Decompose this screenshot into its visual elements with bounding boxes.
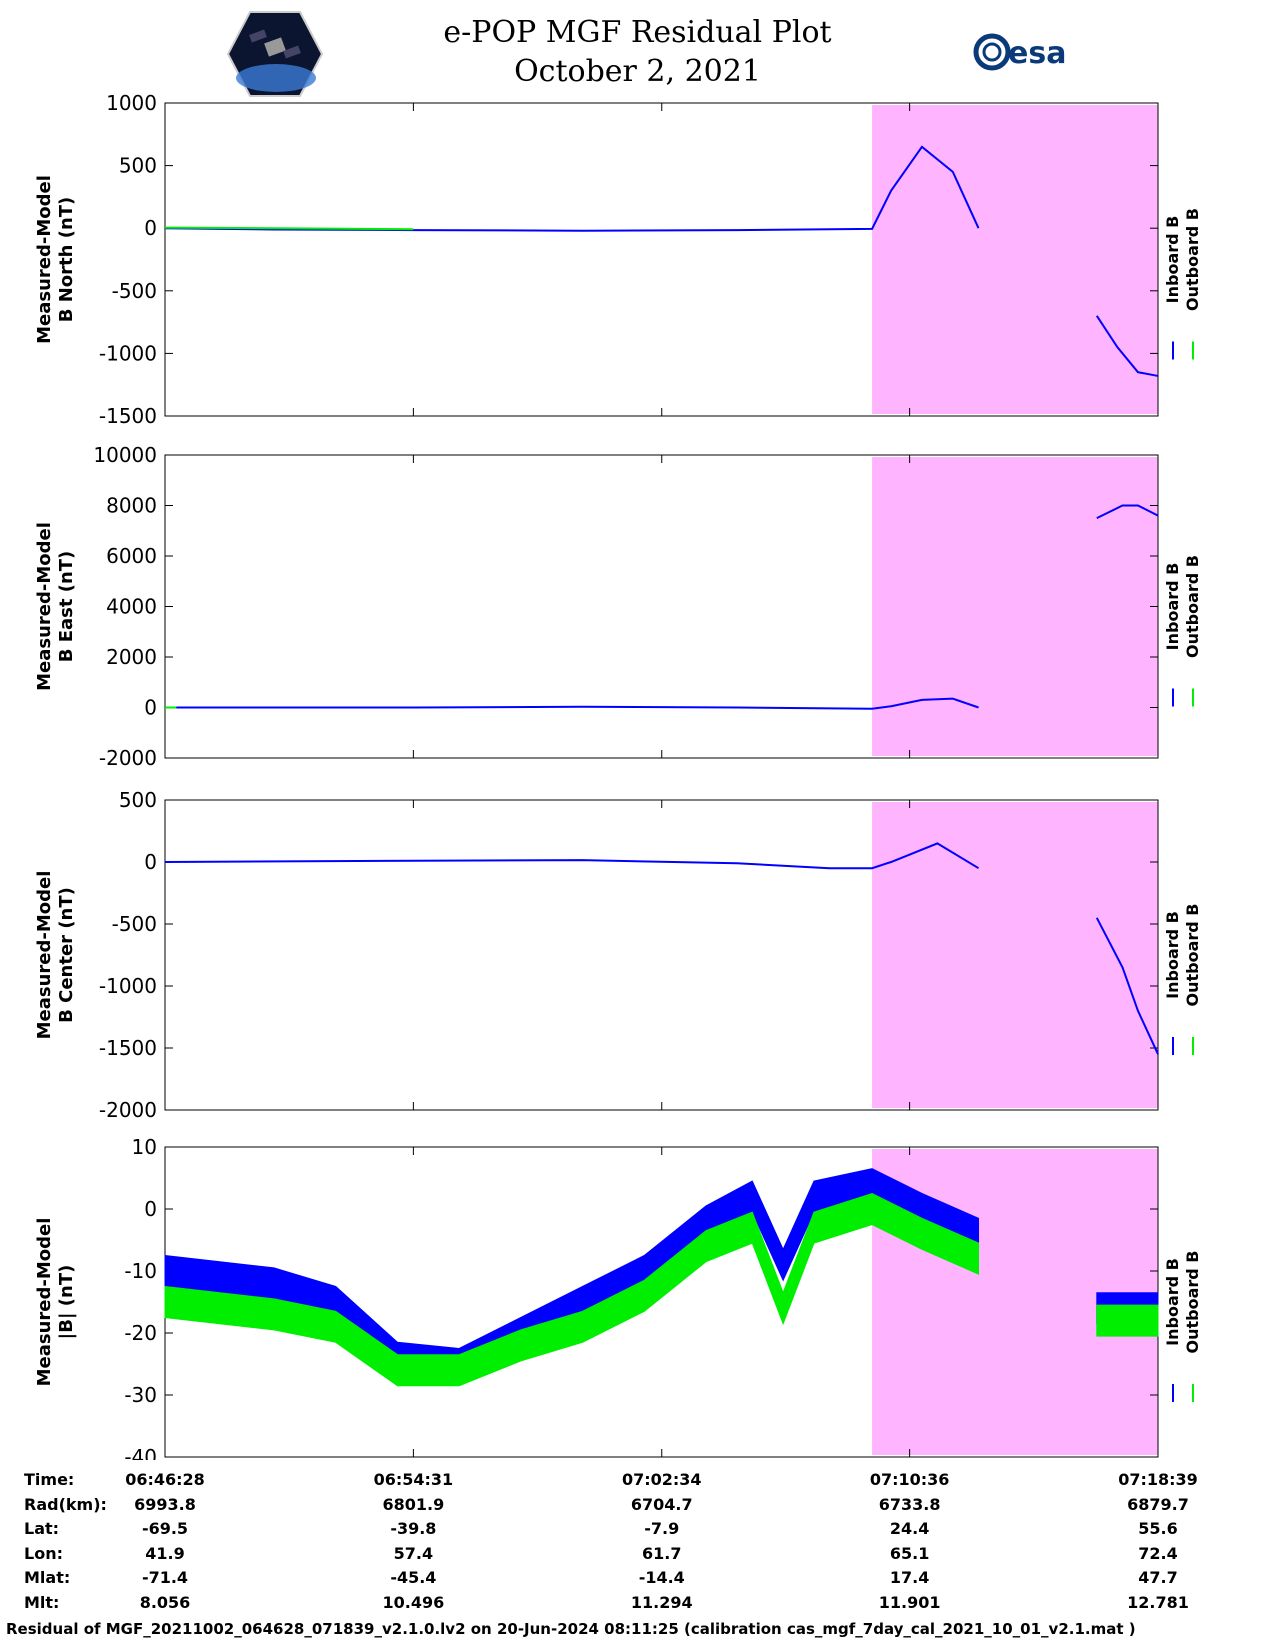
legend-inboard-label: Inboard B: [1163, 911, 1182, 999]
info-row-label: Lon:: [24, 1543, 63, 1563]
plot-title: e-POP MGF Residual Plot: [443, 15, 832, 50]
info-cell: 72.4: [1138, 1543, 1178, 1563]
info-cell: 8.056: [139, 1592, 191, 1612]
y-tick-label: -20: [124, 1321, 157, 1345]
legend-outboard-label: Outboard B: [1183, 904, 1202, 1007]
y-tick-label: -500: [112, 912, 157, 936]
y-axis-label: Measured-ModelB North (nT): [34, 175, 77, 344]
highlight-span: [872, 457, 1158, 756]
legend-inboard-label: Inboard B: [1163, 563, 1182, 651]
info-cell: 07:18:39: [1118, 1470, 1198, 1489]
esa-logo-text: esa: [1008, 36, 1066, 71]
info-cell: 57.4: [393, 1543, 434, 1563]
y-tick-label: 0: [144, 696, 157, 720]
y-tick-label: 2000: [106, 645, 157, 669]
y-tick-label: 0: [144, 850, 157, 874]
info-row-label: Time:: [24, 1470, 75, 1489]
y-tick-label: 1000: [106, 91, 157, 115]
highlight-span: [872, 105, 1158, 414]
y-tick-label: 6000: [106, 544, 157, 568]
footer-note: Residual of MGF_20211002_064628_071839_v…: [6, 1620, 1136, 1638]
legend-inboard-label: Inboard B: [1163, 216, 1182, 304]
y-tick-label: -1000: [99, 341, 157, 365]
info-row-label: Mlat:: [24, 1568, 71, 1587]
info-cell: 11.294: [630, 1592, 693, 1612]
series-line-inboard: [165, 697, 979, 710]
y-tick-label: 500: [119, 788, 157, 812]
cassiope-logo: [226, 11, 324, 97]
info-cell: -45.4: [390, 1568, 437, 1587]
legend-outboard-label: Outboard B: [1183, 1251, 1202, 1354]
info-cell: -14.4: [638, 1568, 685, 1587]
info-cell: 17.4: [889, 1568, 930, 1587]
info-cell: 65.1: [889, 1543, 930, 1563]
series-band-outboard: [1096, 1304, 1159, 1337]
series-line-outboard: [164, 226, 414, 231]
info-cell: -7.9: [644, 1519, 680, 1538]
series-line-inboard: [164, 145, 980, 232]
series-band-outboard: [164, 1192, 980, 1387]
y-axis-label: Measured-ModelB Center (nT): [34, 871, 77, 1040]
legend-outboard-label: Outboard B: [1183, 208, 1202, 311]
info-cell: 41.9: [145, 1543, 185, 1563]
esa-logo: esa: [973, 33, 1066, 71]
y-tick-label: 8000: [106, 494, 157, 518]
y-tick-label: -1500: [99, 1036, 157, 1060]
info-cell: 6879.7: [1127, 1494, 1189, 1514]
y-tick-label: -500: [112, 279, 157, 303]
info-cell: 6733.8: [878, 1494, 941, 1514]
y-tick-label: -40: [124, 1445, 157, 1460]
y-tick-label: -30: [124, 1383, 157, 1407]
y-tick-label: -2000: [99, 1098, 157, 1122]
info-cell: 61.7: [642, 1543, 682, 1563]
info-cell: 6704.7: [630, 1494, 693, 1514]
y-tick-label: -1500: [99, 404, 157, 428]
series-line-inboard: [1095, 917, 1159, 1055]
highlight-span: [872, 802, 1158, 1108]
info-cell: 06:54:31: [373, 1470, 454, 1489]
info-row-label: Lat:: [24, 1519, 60, 1538]
info-cell: 07:02:34: [621, 1470, 702, 1489]
y-tick-label: 0: [144, 216, 157, 240]
info-cell: 11.901: [878, 1592, 941, 1612]
y-tick-label: 10: [132, 1135, 157, 1159]
plot-date: October 2, 2021: [514, 54, 761, 89]
series-line-inboard: [164, 842, 980, 870]
info-row-label: Mlt:: [24, 1592, 60, 1612]
info-cell: -69.5: [141, 1519, 189, 1538]
info-cell: -39.8: [390, 1519, 437, 1538]
y-tick-label: 500: [119, 154, 157, 178]
y-tick-label: 10000: [93, 443, 157, 467]
info-cell: 10.496: [382, 1592, 445, 1612]
info-cell: 24.4: [889, 1519, 930, 1538]
y-axis-label: Measured-ModelB East (nT): [34, 522, 77, 691]
info-cell: -71.4: [141, 1568, 189, 1587]
info-cell: 47.7: [1138, 1568, 1178, 1587]
legend-outboard-label: Outboard B: [1183, 555, 1202, 658]
info-cell: 07:10:36: [869, 1470, 950, 1489]
y-tick-label: -1000: [99, 974, 157, 998]
y-axis-label: Measured-Model|B| (nT): [34, 1218, 77, 1387]
info-cell: 06:46:28: [125, 1470, 205, 1489]
y-tick-label: 0: [144, 1197, 157, 1221]
info-row-label: Rad(km):: [24, 1494, 107, 1514]
y-tick-label: -2000: [99, 746, 157, 770]
series-line-inboard: [1096, 504, 1159, 520]
series-line-inboard: [1095, 315, 1159, 377]
info-cell: 55.6: [1138, 1519, 1178, 1538]
info-cell: 6993.8: [134, 1494, 196, 1514]
info-cell: 6801.9: [382, 1494, 445, 1514]
y-tick-label: -10: [124, 1259, 157, 1283]
y-tick-label: 4000: [106, 595, 157, 619]
info-cell: 12.781: [1127, 1592, 1189, 1612]
legend-inboard-label: Inboard B: [1163, 1258, 1182, 1346]
